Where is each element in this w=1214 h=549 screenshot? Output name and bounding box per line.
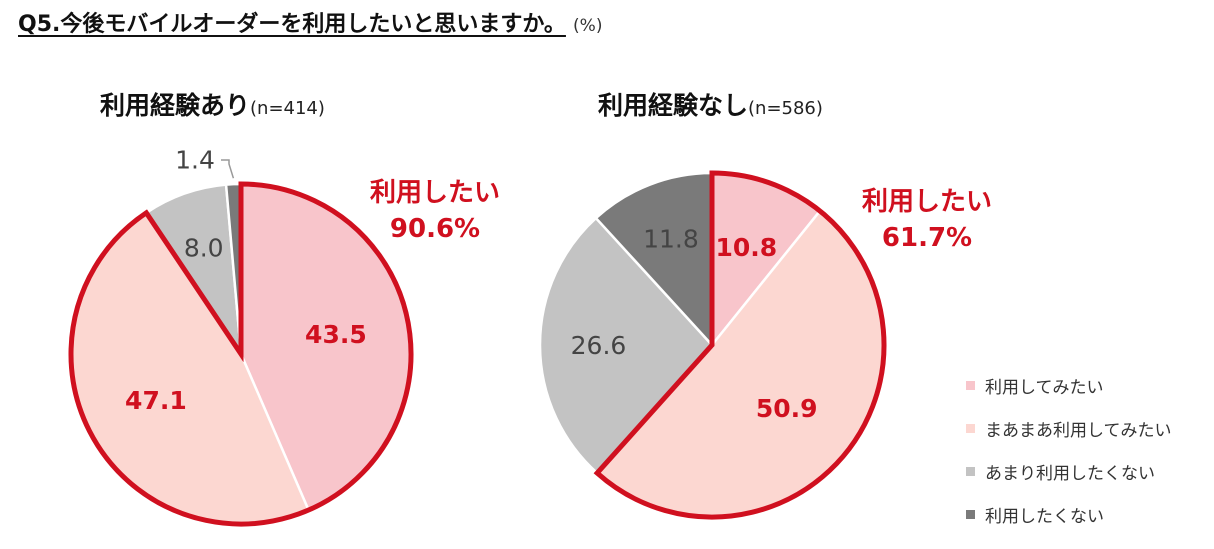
legend: 利用してみたい まあまあ利用してみたい あまり利用したくない 利用したくない bbox=[966, 364, 1172, 536]
highlight-value: 61.7% bbox=[882, 223, 972, 253]
chart-title-inexperienced: 利用経験なし(n=586) bbox=[598, 86, 823, 122]
slice-value-label: 1.4 bbox=[175, 146, 215, 175]
leader-line bbox=[221, 159, 235, 179]
highlight-label: 利用したい bbox=[370, 178, 500, 208]
legend-swatch bbox=[966, 467, 975, 476]
legend-label: あまり利用したくない bbox=[985, 464, 1155, 484]
slice-value-label: 8.0 bbox=[184, 234, 224, 263]
highlight-label: 利用したい bbox=[862, 187, 992, 217]
chart-sample-size: (n=586) bbox=[748, 98, 823, 119]
highlight-outline bbox=[68, 181, 414, 527]
slice-value-label: 11.8 bbox=[643, 225, 699, 254]
chart-title-text: 利用経験あり bbox=[100, 91, 251, 120]
legend-label: まあまあ利用してみたい bbox=[985, 421, 1172, 441]
pie-slice-3 bbox=[538, 216, 714, 475]
unit-label: (%) bbox=[573, 16, 603, 36]
legend-item: 利用してみたい bbox=[966, 364, 1172, 407]
highlight-outline bbox=[593, 170, 887, 520]
chart-title-experienced: 利用経験あり(n=414) bbox=[100, 86, 325, 122]
legend-item: 利用したくない bbox=[966, 493, 1172, 536]
chart-header: Q5.今後モバイルオーダーを利用したいと思いますか。 (%) bbox=[18, 6, 602, 38]
chart-sample-size: (n=414) bbox=[250, 98, 325, 119]
slice-value-label: 26.6 bbox=[571, 331, 627, 360]
pie-slice-4 bbox=[594, 171, 714, 349]
slice-value-label: 50.9 bbox=[756, 394, 818, 423]
highlight-value: 90.6% bbox=[390, 214, 480, 244]
slice-value-label: 10.8 bbox=[715, 233, 777, 262]
legend-label: 利用してみたい bbox=[985, 378, 1104, 398]
legend-swatch bbox=[966, 510, 975, 519]
chart-title-text: 利用経験なし bbox=[598, 91, 749, 120]
legend-item: あまり利用したくない bbox=[966, 450, 1172, 493]
slice-value-label: 47.1 bbox=[125, 386, 187, 415]
legend-swatch bbox=[966, 424, 975, 433]
slice-value-label: 43.5 bbox=[305, 320, 367, 349]
question-title: Q5.今後モバイルオーダーを利用したいと思いますか。 bbox=[18, 12, 566, 37]
legend-swatch bbox=[966, 381, 975, 390]
legend-label: 利用したくない bbox=[985, 507, 1104, 527]
legend-item: まあまあ利用してみたい bbox=[966, 407, 1172, 450]
